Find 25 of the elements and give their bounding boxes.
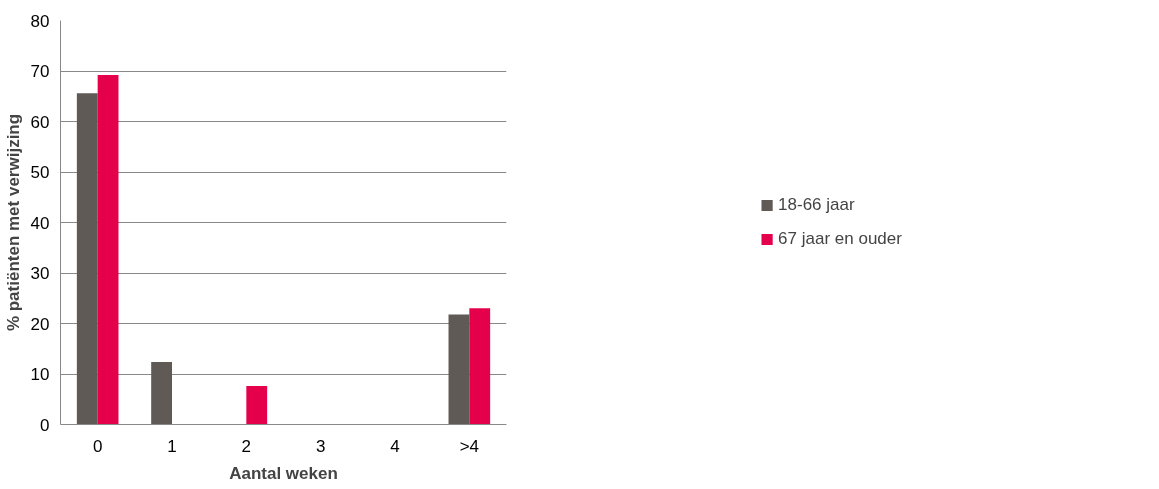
y-axis-title: % patiënten met verwijzing bbox=[3, 113, 23, 332]
y-tick-label: 10 bbox=[30, 365, 50, 384]
legend-label: 67 jaar en ouder bbox=[778, 229, 902, 249]
legend-label: 18-66 jaar bbox=[778, 195, 855, 215]
bar bbox=[246, 386, 268, 425]
bar bbox=[97, 75, 119, 425]
x-tick-label: 4 bbox=[390, 436, 400, 456]
y-tick-label: 0 bbox=[40, 415, 50, 435]
y-tick-label: 80 bbox=[30, 11, 50, 31]
y-tick-label: 50 bbox=[30, 163, 50, 182]
y-tick-label: 30 bbox=[30, 264, 50, 283]
x-tick-label: 3 bbox=[315, 436, 326, 456]
x-axis-title: Aantal weken bbox=[229, 463, 338, 483]
y-tick-label: 60 bbox=[30, 112, 50, 132]
x-tick-label: 0 bbox=[92, 436, 103, 456]
x-tick-label: 1 bbox=[167, 436, 177, 456]
y-tick-label: 20 bbox=[30, 314, 50, 334]
bar bbox=[448, 314, 470, 425]
bar bbox=[469, 308, 491, 425]
bar bbox=[151, 361, 172, 425]
y-tick-label: 70 bbox=[30, 62, 50, 81]
bar bbox=[76, 93, 98, 425]
y-tick-label: 40 bbox=[30, 213, 50, 233]
x-tick-label: 2 bbox=[241, 436, 252, 456]
x-tick-label: >4 bbox=[459, 436, 480, 456]
